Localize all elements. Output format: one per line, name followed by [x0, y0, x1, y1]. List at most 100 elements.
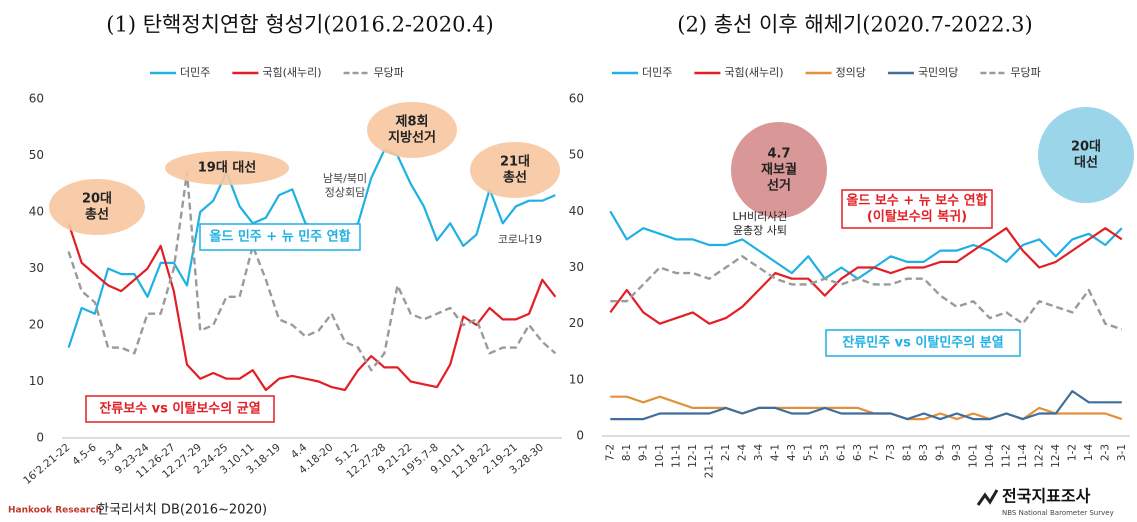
y-tick-label: 30 [569, 260, 584, 274]
y-tick-label: 30 [29, 261, 44, 275]
annotation-bubble [470, 142, 560, 198]
y-tick-label: 0 [576, 429, 584, 443]
x-tick-label: 10-1 [967, 444, 979, 468]
annotation-text: 잔류민주 vs 이탈민주의 분열 [842, 335, 1003, 351]
x-tick-label: 6-3 [852, 444, 864, 461]
x-tick-label: 21-1-1 [703, 444, 715, 478]
annotation-bubble [1038, 107, 1134, 203]
y-tick-label: 40 [29, 205, 44, 219]
legend-label: 더민주 [642, 66, 672, 79]
y-tick-label: 50 [29, 148, 44, 162]
x-tick-label: 5-1 [802, 444, 814, 461]
x-tick-label: 7-2 [604, 444, 616, 461]
x-tick-label: 8-1 [901, 444, 913, 461]
x-tick-label: 12-2 [1033, 444, 1045, 468]
annotation-bubble [49, 179, 145, 235]
series-line [609, 210, 1123, 280]
x-tick-label: 5-3 [819, 444, 831, 461]
legend-label: 무당파 [374, 66, 404, 79]
annotation-text: 총선 [85, 207, 109, 223]
chart: 0 10 20 30 40 50 60 7-2 8-1 9-1 10-1 11-1 12-1 21-1-1… [569, 66, 1134, 478]
chart: 010203040506016'2.21-224.5-65.3-49.23-24… [21, 66, 562, 487]
logo: Hankook Research [8, 506, 102, 516]
annotation-text: 21대 [500, 155, 530, 170]
x-tick-label: 4-1 [769, 444, 781, 461]
series-line [610, 395, 1123, 421]
annotation-text: 코로나19 [498, 233, 542, 246]
x-tick-label: 11-4 [1017, 444, 1029, 468]
x-tick-label: 9-1 [637, 444, 649, 461]
y-tick-label: 60 [569, 92, 584, 106]
chart-title: (2) 총선 이후 해체기(2020.7-2022.3) [677, 13, 1032, 37]
legend-label: 정의당 [836, 66, 866, 79]
x-tick-label: 9-3 [951, 444, 963, 461]
x-tick-label: 2-4 [736, 444, 748, 461]
legend-label: 국민의당 [918, 66, 958, 79]
annotation-text: 지방선거 [388, 130, 436, 146]
x-tick-label: 3-1 [1116, 444, 1128, 461]
annotation-text: (이탈보수의 복귀) [867, 209, 967, 225]
legend-label: 더민주 [180, 66, 210, 79]
series-line [610, 255, 1123, 331]
x-tick-label: 2-3 [1099, 444, 1111, 461]
y-tick-label: 40 [569, 204, 584, 218]
annotation-box [85, 395, 275, 423]
x-tick-label: 1-4 [1083, 444, 1095, 461]
annotation-text: 남북/북미 [323, 172, 367, 185]
source: 한국리서치 DB(2016~2020) [97, 503, 267, 518]
logo: 전국지표조사 [1002, 487, 1091, 506]
annotation-box [199, 223, 361, 251]
legend-label: 국힘(새누리) [724, 66, 783, 79]
x-tick-label: 10-1 [654, 444, 666, 468]
x-tick-label: 10-4 [984, 444, 996, 468]
annotation-bubble [165, 151, 289, 185]
x-tick-label: 11-1 [670, 444, 682, 468]
annotation-text: 총선 [503, 170, 527, 186]
annotation-text: 19대 대선 [198, 160, 257, 176]
logo-sub: NBS National Barometer Survey [1002, 509, 1114, 517]
annotation-text: 재보궐 [761, 163, 797, 178]
chart-title: (1) 탄핵정치연합 형성기(2016.2-2020.4) [106, 13, 493, 37]
x-tick-label: 7-3 [885, 444, 897, 461]
x-tick-label: 4-3 [786, 444, 798, 461]
y-tick-label: 20 [569, 316, 584, 330]
annotation-text: 잔류보수 vs 이탈보수의 균열 [99, 401, 260, 417]
y-tick-label: 50 [569, 148, 584, 162]
x-tick-label: 12-1 [687, 444, 699, 468]
x-tick-label: 16'2.21-22 [21, 441, 72, 487]
y-tick-label: 60 [29, 92, 44, 106]
series-line [610, 390, 1122, 421]
annotation-box [841, 189, 993, 229]
x-tick-label: 7-1 [868, 444, 880, 461]
x-tick-label: 9-1 [934, 444, 946, 461]
annotation-bubble [367, 102, 457, 158]
annotation-box [825, 329, 1021, 357]
annotation-text: 정상회담 [325, 186, 365, 199]
annotation-text: LH비리사건 [733, 210, 788, 223]
y-tick-label: 10 [29, 374, 44, 388]
series-line [609, 227, 1123, 325]
legend-label: 국힘(새누리) [262, 66, 321, 79]
x-tick-label: 2-1 [720, 444, 732, 461]
x-tick-label: 8-1 [621, 444, 633, 461]
x-tick-label: 6-1 [835, 444, 847, 461]
annotation-text: 4.7 [767, 147, 790, 162]
series-line [67, 171, 557, 372]
y-tick-label: 10 [569, 372, 584, 386]
x-tick-label: 12-4 [1050, 444, 1062, 468]
y-tick-label: 0 [36, 431, 44, 445]
annotation-text: 선거 [767, 178, 791, 194]
legend-label: 무당파 [1010, 66, 1040, 79]
annotation-text: 윤총장 사퇴 [733, 224, 787, 237]
x-tick-label: 1-2 [1066, 444, 1078, 461]
annotation-text: 올드 보수 + 뉴 보수 연합 [846, 193, 987, 209]
y-tick-label: 20 [29, 318, 44, 332]
annotation-text: 제8회 [396, 114, 429, 130]
x-tick-label: 4.5-6 [70, 441, 99, 468]
x-tick-label: 11-2 [1000, 444, 1012, 468]
x-tick-label: 8-3 [918, 444, 930, 461]
annotation-text: 올드 민주 + 뉴 민주 연합 [209, 229, 350, 245]
annotation-text: 20대 [1071, 140, 1101, 155]
logo-mark [976, 489, 999, 506]
